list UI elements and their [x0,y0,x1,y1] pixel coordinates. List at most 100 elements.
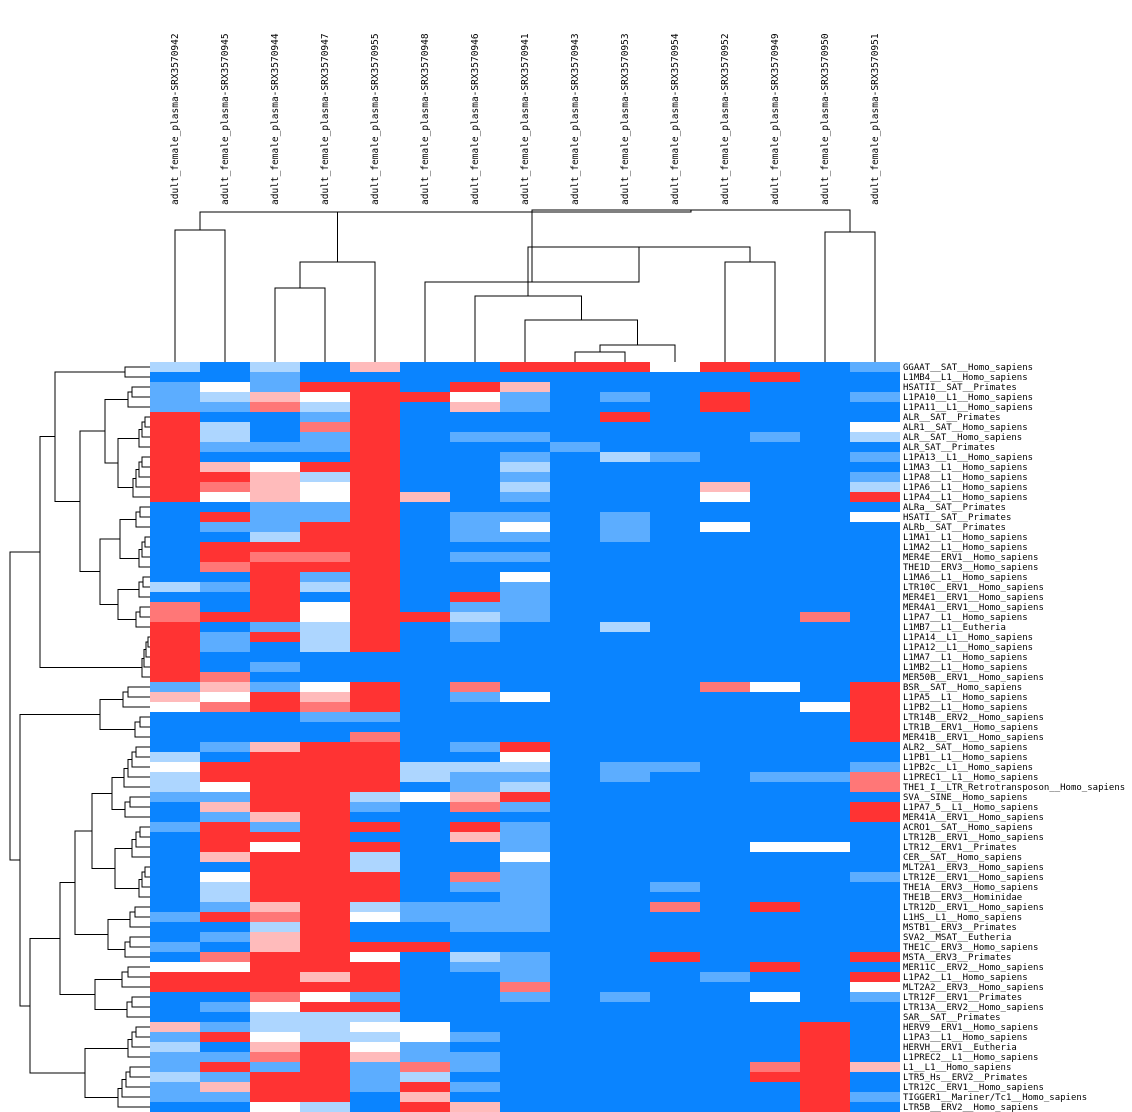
heatmap-cell [300,512,350,522]
heatmap-cell [450,532,500,542]
heatmap-cell [600,512,650,522]
heatmap-cell [800,432,850,442]
heatmap-cell [350,742,400,752]
heatmap-cell [650,672,700,682]
heatmap-cell [200,502,250,512]
heatmap-cell [350,392,400,402]
heatmap-cell [550,882,600,892]
row-dendrogram [9,366,150,1108]
heatmap-cell [400,762,450,772]
heatmap-cell [700,1032,750,1042]
heatmap-cell [450,802,500,812]
heatmap-cell [300,412,350,422]
heatmap-cell [200,732,250,742]
heatmap-cell [200,1082,250,1092]
heatmap-cell [800,982,850,992]
heatmap-cell [200,572,250,582]
heatmap-cell [600,1022,650,1032]
heatmap-cell [250,872,300,882]
heatmap-cell [750,402,800,412]
heatmap-cell [300,1042,350,1052]
heatmap-cell [250,692,300,702]
dendrogram-link [99,538,120,605]
heatmap-cell [650,932,700,942]
heatmap-cell [700,652,750,662]
heatmap-cell [400,392,450,402]
heatmap-cell [300,522,350,532]
heatmap-cell [600,832,650,842]
heatmap-cell [400,812,450,822]
heatmap-cell [250,422,300,432]
heatmap-cell [800,822,850,832]
heatmap-cell [300,382,350,392]
heatmap-cell [550,892,600,902]
heatmap-cell [550,1102,600,1112]
heatmap-cell [750,632,800,642]
heatmap-cell [300,612,350,622]
heatmap-cell [650,572,700,582]
heatmap-cell [850,882,900,892]
heatmap-cell [300,532,350,542]
heatmap-cell [700,612,750,622]
heatmap-cell [150,902,200,912]
heatmap-cell [600,422,650,432]
row-label: MER4E1__ERV1__Homo_sapiens [903,593,1044,603]
heatmap-cell [650,1102,700,1112]
heatmap-cell [750,842,800,852]
dendrogram-link [117,1087,150,1108]
heatmap-cell [150,582,200,592]
heatmap-cell [400,702,450,712]
heatmap-cell [700,832,750,842]
heatmap-cell [200,542,250,552]
heatmap-cell [200,602,250,612]
dendrogram-link [111,777,125,810]
heatmap-cell [150,752,200,762]
heatmap-cell [700,1102,750,1112]
heatmap-cell [650,462,700,472]
heatmap-cell [250,952,300,962]
row-label: TIGGER1__Mariner/Tc1__Homo_sapiens [903,1093,1087,1103]
heatmap-cell [650,662,700,672]
heatmap-cell [850,602,900,612]
heatmap-cell [500,1022,550,1032]
heatmap-cell [600,532,650,542]
heatmap-cell [200,902,250,912]
heatmap-cell [550,1092,600,1102]
heatmap-cell [800,722,850,732]
dendrogram-link [144,866,150,878]
heatmap-cell [300,782,350,792]
heatmap-cell [600,862,650,872]
row-label: LTR5B__ERV2__Homo_sapiens [903,1103,1038,1112]
heatmap-cell [300,962,350,972]
heatmap-cell [700,892,750,902]
heatmap-cell [850,942,900,952]
heatmap-cell [150,452,200,462]
heatmap-cell [800,1102,850,1112]
heatmap-cell [650,792,700,802]
dendrogram-link [135,511,150,528]
heatmap-cell [700,842,750,852]
heatmap-cell [500,922,550,932]
column-label: adult_female_plasma-SRX3570949 [770,33,781,205]
heatmap-cell [750,592,800,602]
heatmap-cell [150,882,200,892]
heatmap-cell [200,1002,250,1012]
dendrogram-link [135,469,150,488]
heatmap-cell [150,1002,200,1012]
heatmap-cell [350,632,400,642]
heatmap-cell [700,1082,750,1092]
heatmap-cell [400,902,450,912]
heatmap-cell [750,992,800,1002]
heatmap-cell [550,452,600,462]
heatmap-cell [850,402,900,412]
heatmap-cell [650,752,700,762]
dendrogram-link [144,416,150,428]
heatmap-cell [350,472,400,482]
heatmap-cell [750,452,800,462]
heatmap-cell [250,402,300,412]
heatmap-cell [600,462,650,472]
heatmap-cell [550,442,600,452]
heatmap-cell [750,442,800,452]
heatmap-cell [700,512,750,522]
column-label: adult_female_plasma-SRX3570946 [470,33,481,205]
